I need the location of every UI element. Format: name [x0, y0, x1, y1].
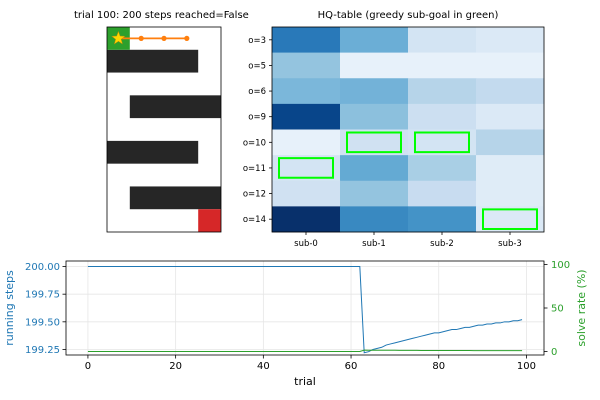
- maze-wall: [107, 49, 199, 73]
- hq-table-title: HQ-table (greedy sub-goal in green): [317, 10, 499, 21]
- maze-wall: [107, 140, 199, 164]
- maze-border: [106, 26, 222, 233]
- maze-wall: [129, 95, 221, 119]
- agent-star-icon: [111, 30, 126, 45]
- maze-title: trial 100: 200 steps reached=False: [74, 10, 249, 21]
- maze-goal-cell: [198, 209, 221, 232]
- agent-path-point: [184, 35, 190, 41]
- maze-wall: [129, 186, 221, 210]
- agent-path-point: [161, 35, 167, 41]
- agent-path-point: [138, 35, 144, 41]
